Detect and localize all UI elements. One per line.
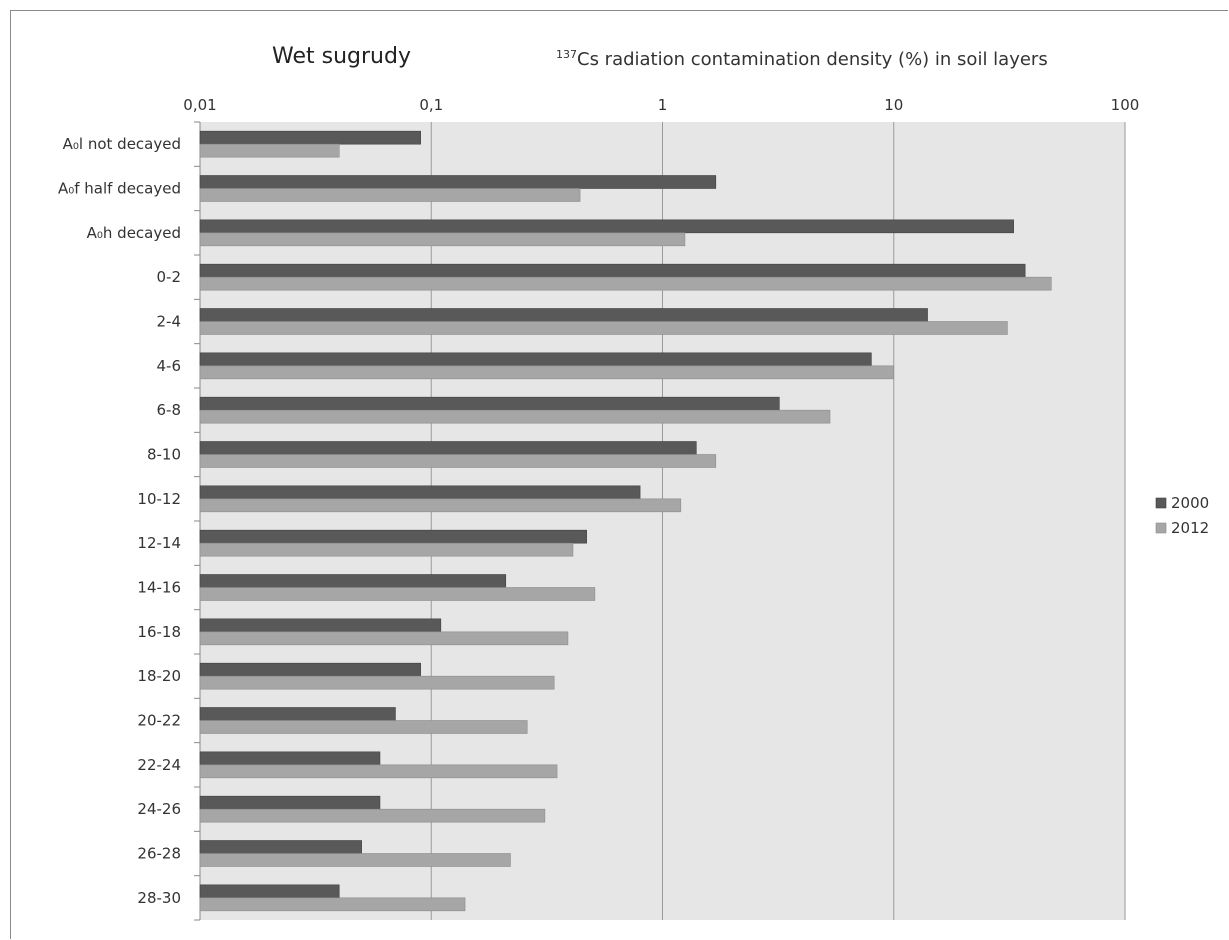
category-label: 12-14 bbox=[137, 534, 181, 552]
bar-2000-8 bbox=[199, 485, 641, 500]
category-label: 0-2 bbox=[157, 268, 182, 286]
bar-2000-0 bbox=[199, 130, 421, 145]
bar-2000-17 bbox=[199, 884, 340, 899]
bar-2012-8 bbox=[199, 498, 682, 513]
category-label: 24-26 bbox=[137, 800, 181, 818]
bar-2012-3 bbox=[199, 276, 1052, 291]
x-tick-label: 10 bbox=[884, 96, 903, 114]
bar-2012-11 bbox=[199, 631, 569, 646]
bar-2000-14 bbox=[199, 751, 381, 766]
title-right-text: Cs radiation contamination density (%) i… bbox=[577, 49, 1048, 70]
x-tick-label: 1 bbox=[658, 96, 668, 114]
category-label: 20-22 bbox=[137, 712, 181, 730]
bar-2000-11 bbox=[199, 618, 442, 633]
category-label: 14-16 bbox=[137, 579, 181, 597]
bar-2000-13 bbox=[199, 707, 396, 721]
bar-2012-2 bbox=[199, 232, 686, 247]
x-tick-label: 0,1 bbox=[419, 96, 443, 114]
legend-label-2012: 2012 bbox=[1171, 519, 1209, 537]
category-label: 16-18 bbox=[137, 623, 181, 641]
category-label: 8-10 bbox=[147, 446, 181, 464]
category-label: 18-20 bbox=[137, 667, 181, 685]
bar-2012-5 bbox=[199, 365, 895, 380]
bar-2012-10 bbox=[199, 587, 596, 601]
bar-2012-15 bbox=[199, 808, 546, 823]
legend-label-2000: 2000 bbox=[1171, 494, 1209, 512]
legend-swatch-2012 bbox=[1155, 522, 1167, 534]
bar-2000-12 bbox=[199, 662, 421, 677]
bar-2012-1 bbox=[199, 188, 581, 202]
category-label: 2-4 bbox=[157, 313, 182, 331]
bar-2012-12 bbox=[199, 675, 555, 690]
bar-2000-4 bbox=[199, 308, 928, 322]
chart-title-left: Wet sugrudy bbox=[272, 44, 411, 69]
bar-2000-1 bbox=[199, 175, 717, 189]
chart-title-right: 137Cs radiation contamination density (%… bbox=[556, 48, 1048, 70]
legend-swatch-2000 bbox=[1155, 497, 1167, 509]
bar-2012-13 bbox=[199, 720, 528, 734]
x-tick-label: 100 bbox=[1111, 96, 1140, 114]
category-label: 4-6 bbox=[157, 357, 182, 375]
category-label: A₀h decayed bbox=[87, 224, 181, 242]
bar-2000-16 bbox=[199, 840, 362, 854]
bar-2012-4 bbox=[199, 321, 1008, 335]
bar-2000-6 bbox=[199, 396, 780, 411]
bar-2000-2 bbox=[199, 219, 1014, 234]
category-label: 28-30 bbox=[137, 889, 181, 907]
bar-2012-14 bbox=[199, 764, 558, 779]
bar-2012-17 bbox=[199, 897, 466, 912]
bar-2012-6 bbox=[199, 409, 831, 424]
bar-2000-15 bbox=[199, 795, 381, 810]
bar-2000-7 bbox=[199, 441, 697, 455]
bar-2000-9 bbox=[199, 529, 587, 544]
bar-2012-0 bbox=[199, 143, 340, 158]
bar-2012-9 bbox=[199, 542, 574, 557]
category-label: 6-8 bbox=[157, 401, 182, 419]
bar-2000-10 bbox=[199, 574, 507, 588]
category-label: 26-28 bbox=[137, 845, 181, 863]
isotope-superscript: 137 bbox=[556, 48, 577, 61]
category-label: A₀l not decayed bbox=[63, 135, 181, 153]
category-label: 10-12 bbox=[137, 490, 181, 508]
x-tick-label: 0,01 bbox=[183, 96, 216, 114]
category-label: 22-24 bbox=[137, 756, 181, 774]
bar-2012-7 bbox=[199, 454, 717, 468]
bar-2012-16 bbox=[199, 853, 511, 867]
bar-2000-3 bbox=[199, 263, 1026, 278]
category-label: A₀f half decayed bbox=[58, 180, 181, 198]
chart-frame bbox=[10, 10, 1228, 939]
bar-2000-5 bbox=[199, 352, 872, 367]
